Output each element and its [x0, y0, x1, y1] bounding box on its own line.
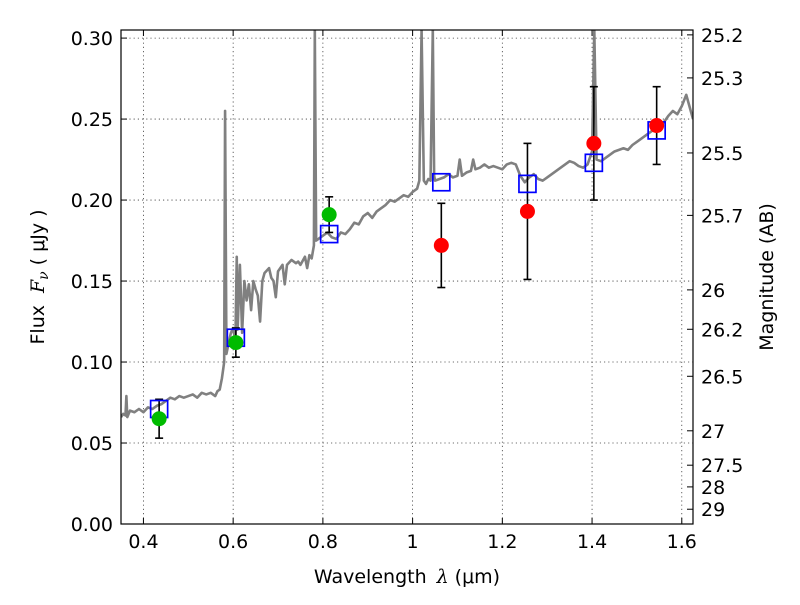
axes-frame [120, 29, 694, 525]
model-spectrum-line [121, 30, 693, 419]
magnitude-tick-label: 28 [701, 477, 725, 499]
magnitude-tick-label: 27 [701, 421, 725, 443]
plot-area [121, 30, 693, 439]
x-tick-label: 0.8 [308, 531, 338, 553]
x-axis-title-main: Wavelength [314, 566, 427, 588]
y-axis-title-main: Flux [27, 305, 49, 345]
y-tick-label: 0.15 [71, 271, 113, 293]
magnitude-tick-label: 27.5 [701, 455, 743, 477]
model-photometry-square [584, 153, 604, 173]
axis-ticks: 0.4 0.6 0.8 1 1.2 1.4 1.6 0.00 0.05 0.10 0.15 0.20 0… [71, 25, 744, 553]
magnitude-tick-label: 29 [701, 499, 725, 521]
nir-detection-point [649, 118, 665, 134]
x-axis-title-symbol: λ [436, 566, 449, 588]
x-axis-title-unit: (μm) [455, 566, 500, 588]
model-photometry-square [319, 224, 339, 244]
y-tick-label: 0.25 [71, 109, 113, 131]
y-axis-title-unit: ( μJy ) [27, 209, 49, 265]
y-tick-label: 0.20 [71, 190, 113, 212]
optical-detection-point [321, 207, 337, 223]
x-tick-label: 0.6 [218, 531, 248, 553]
magnitude-tick-label: 25.3 [701, 68, 743, 90]
y-axis-title-symbol: F [27, 279, 49, 294]
model-photometry-square [518, 174, 537, 194]
nir-detection-point [433, 237, 449, 253]
nir-detection-point [586, 135, 602, 151]
y-tick-label: 0.10 [71, 352, 113, 374]
magnitude-tick-label: 26 [701, 280, 725, 302]
x-tick-label: 1.2 [487, 531, 517, 553]
x-tick-label: 0.4 [128, 531, 158, 553]
x-axis-title: Wavelength λ (μm) [314, 566, 500, 588]
optical-detection-point [228, 335, 244, 351]
y-tick-label: 0.00 [71, 514, 113, 536]
magnitude-tick-label: 25.7 [701, 205, 743, 227]
model-photometry-square [431, 172, 451, 192]
magnitude-axis-title: Magnitude (AB) [756, 203, 778, 351]
x-tick-label: 1.6 [667, 531, 697, 553]
x-tick-label: 1 [407, 531, 419, 553]
magnitude-tick-label: 26.5 [701, 366, 743, 388]
magnitude-tick-label: 25.2 [701, 25, 743, 47]
magnitude-tick-label: 25.5 [701, 143, 743, 165]
x-tick-label: 1.4 [577, 531, 607, 553]
y-tick-label: 0.05 [71, 433, 113, 455]
magnitude-tick-label: 26.2 [701, 319, 743, 341]
y-axis-title: Flux Fν ( μJy ) [27, 209, 52, 344]
y-axis-title-subscript: ν [36, 271, 52, 280]
y-tick-label: 0.30 [71, 28, 113, 50]
nir-detection-point [519, 203, 535, 219]
optical-detection-point [151, 411, 167, 427]
